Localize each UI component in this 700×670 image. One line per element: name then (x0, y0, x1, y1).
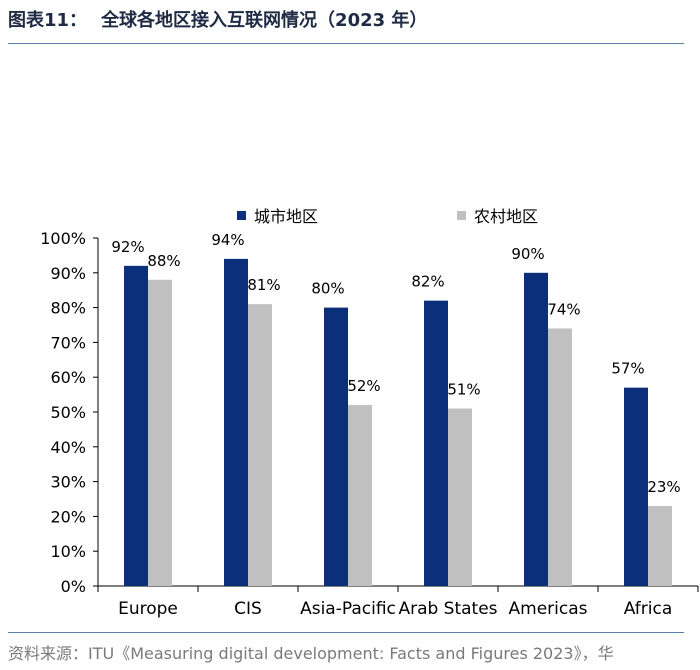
data-label-rural: 81% (247, 276, 280, 294)
y-tick-label: 10% (50, 542, 86, 561)
bar-rural (248, 304, 272, 586)
bar-rural (548, 328, 572, 586)
data-label-rural: 74% (547, 300, 580, 318)
x-category-label: Asia-Pacific (300, 599, 396, 619)
y-tick-label: 0% (61, 577, 86, 596)
bar-urban (124, 265, 148, 586)
x-category-label: Americas (509, 599, 588, 619)
y-tick-label: 30% (50, 473, 86, 492)
y-tick-label: 70% (50, 333, 86, 352)
x-category-label: Arab States (398, 599, 497, 619)
data-label-urban: 90% (511, 245, 544, 263)
bar-chart: 0% 10% 20% 30% 40% 50% 60% 70% 80% 90% 100% 92%88% E… (40, 207, 699, 619)
y-tick-label: 90% (50, 264, 86, 283)
y-tick-label: 100% (40, 229, 86, 248)
legend-label-rural: 农村地区 (474, 207, 538, 226)
legend-label-urban: 城市地区 (254, 207, 318, 226)
y-tick-label: 60% (50, 368, 86, 387)
bar-urban (624, 387, 648, 586)
figure-title-text: 全球各地区接入互联网情况（2023 年） (101, 10, 428, 31)
data-label-urban: 94% (211, 231, 244, 249)
x-category-label: CIS (234, 599, 262, 619)
bar-urban (424, 300, 448, 586)
bar-urban (224, 258, 248, 586)
bar-rural (648, 505, 672, 586)
data-label-urban: 92% (111, 238, 144, 256)
data-label-urban: 57% (611, 360, 644, 378)
bar-rural (448, 408, 472, 586)
legend-swatch-urban (237, 211, 246, 220)
figure-number: 图表11： (8, 10, 88, 31)
data-label-rural: 23% (647, 478, 680, 496)
source-note: 资料来源：ITU《Measuring digital development: … (8, 644, 614, 663)
source-rule (8, 632, 684, 633)
x-category-label: Africa (624, 599, 673, 619)
legend-swatch-rural (457, 211, 466, 220)
y-tick-label: 50% (50, 403, 86, 422)
y-tick-label: 20% (50, 507, 86, 526)
data-label-urban: 82% (411, 273, 444, 291)
y-tick-label: 40% (50, 438, 86, 457)
data-label-rural: 51% (447, 381, 480, 399)
bar-urban (324, 307, 348, 586)
bar-rural (348, 405, 372, 586)
x-category-label: Europe (118, 599, 178, 619)
figure-title: 图表11： 全球各地区接入互联网情况（2023 年） (8, 6, 427, 32)
bar-urban (524, 272, 548, 586)
data-label-rural: 88% (147, 252, 180, 270)
data-label-urban: 80% (311, 280, 344, 298)
bar-rural (148, 279, 172, 586)
title-rule (8, 43, 684, 44)
data-label-rural: 52% (347, 377, 380, 395)
y-tick-label: 80% (50, 299, 86, 318)
